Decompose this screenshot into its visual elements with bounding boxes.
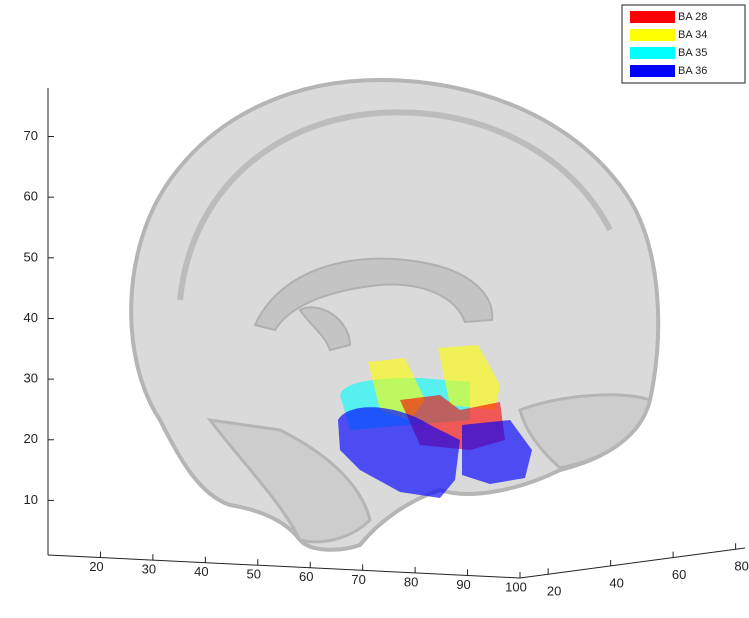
x-tick-label: 40 [194,564,208,579]
x-tick-label: 100 [505,579,527,594]
legend-label: BA 34 [678,29,707,41]
y-tick-label: 40 [609,575,623,590]
z-tick-label: 50 [24,249,38,264]
y-tick-label: 80 [734,559,748,574]
x-tick-label: 50 [247,567,261,582]
z-tick-label: 70 [24,128,38,143]
legend-swatch [630,65,675,77]
legend: BA 28 BA 34 BA 35 BA 36 [622,5,745,83]
x-tick-label: 20 [89,559,103,574]
chart: 10 20 30 40 50 60 70 20 30 40 50 60 70 80 90 100 20 40 60 8… [0,0,749,618]
legend-label: BA 36 [678,65,707,77]
x-tick-label: 80 [404,574,418,589]
x-tick-label: 30 [142,562,156,577]
z-tick-label: 10 [24,492,38,507]
y-axis [520,548,745,578]
legend-swatch [630,11,675,23]
x-axis [48,555,520,578]
x-tick-label: 70 [351,572,365,587]
z-tick-label: 40 [24,310,38,325]
legend-label: BA 28 [678,11,707,23]
z-tick-label: 30 [24,371,38,386]
legend-label: BA 35 [678,47,707,59]
y-tick-label: 20 [547,584,561,599]
x-tick-label: 60 [299,569,313,584]
legend-swatch [630,29,675,41]
y-tick-label: 60 [672,567,686,582]
z-tick-label: 60 [24,189,38,204]
x-tick-label: 90 [456,577,470,592]
legend-swatch [630,47,675,59]
z-tick-label: 20 [24,431,38,446]
